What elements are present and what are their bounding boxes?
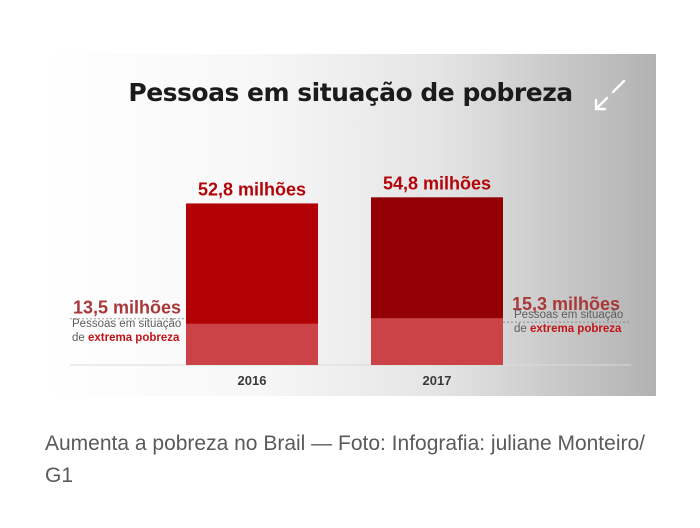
data-label-extreme-2017: 15,3 milhões <box>512 294 620 314</box>
annotation-line2-2016: de extrema pobreza <box>72 332 180 344</box>
bar-extreme-2016 <box>186 323 318 365</box>
photo-caption: Aumenta a pobreza no Brail — Foto: Infog… <box>45 432 645 487</box>
annotation-line2-2017: de extrema pobreza <box>514 323 622 335</box>
bar-extreme-2017 <box>371 318 503 365</box>
x-tick-2016: 2016 <box>238 373 267 388</box>
data-label-total-2017: 54,8 milhões <box>383 173 491 193</box>
data-label-total-2016: 52,8 milhões <box>198 179 306 199</box>
expand-arrows-icon[interactable] <box>591 76 629 114</box>
data-label-extreme-2016: 13,5 milhões <box>73 298 181 318</box>
x-tick-2017: 2017 <box>423 373 452 388</box>
annotation-line1-2016: Pessoas em situação <box>72 318 181 330</box>
bar-chart: 52,8 milhões 54,8 milhões 13,5 milhões 1… <box>70 173 631 388</box>
chart-title: Pessoas em situação de pobreza <box>128 78 573 107</box>
annotation-line1-2017: Pessoas em situação <box>514 309 623 321</box>
infographic: Pessoas em situação de pobreza 52,8 milh… <box>45 54 656 396</box>
